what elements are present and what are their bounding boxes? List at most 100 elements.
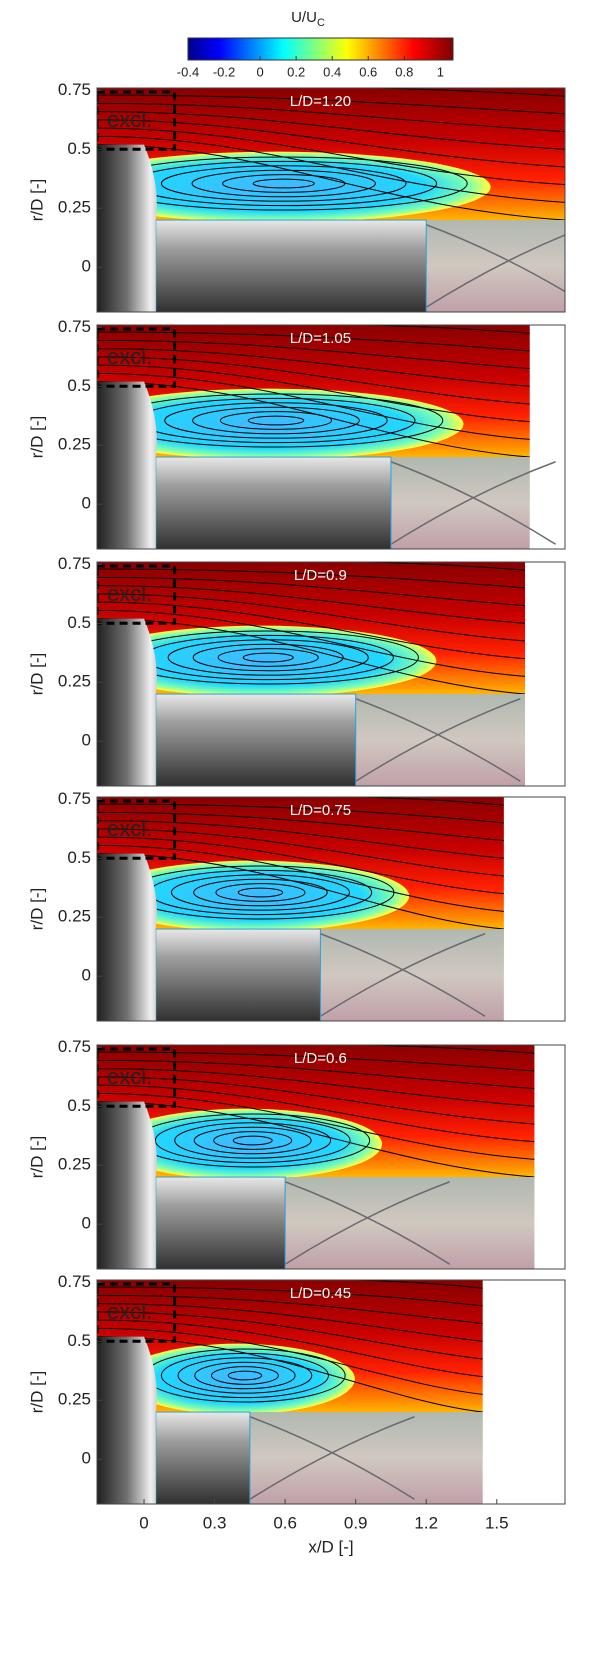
- shock-pattern: [355, 698, 521, 782]
- x-tick-label: 0: [139, 1513, 148, 1532]
- y-tick-label: 0: [82, 731, 91, 750]
- y-tick-label: 0.5: [67, 376, 91, 395]
- excluded-region: [97, 90, 177, 151]
- y-axis-label: r/D [-]: [27, 179, 46, 222]
- streamline: [97, 1059, 535, 1090]
- vortex-streamline: [164, 402, 388, 439]
- vortex-streamline: [192, 643, 344, 672]
- panel: excl.: [97, 562, 526, 786]
- y-tick-label: 0.75: [58, 80, 91, 99]
- vortex-streamline: [215, 883, 306, 902]
- streamline: [342, 325, 530, 334]
- vortex-streamline: [210, 1366, 279, 1385]
- colorbar-tick-label: 0.4: [323, 64, 341, 79]
- cylinder: [155, 928, 321, 1021]
- colorbar-tick-label: -0.4: [177, 64, 199, 79]
- colorbar: [187, 37, 454, 61]
- vortex-streamline: [174, 1122, 332, 1159]
- panel-annotation: L/D=1.05: [290, 330, 351, 347]
- shock-pattern: [249, 1416, 415, 1500]
- shock-region: [426, 220, 565, 312]
- streamline: [97, 576, 526, 607]
- cylinder-head: [97, 1336, 157, 1504]
- x-tick-label: 1.2: [414, 1513, 438, 1532]
- excl-label: excl.: [107, 581, 152, 606]
- streamline: [97, 1076, 535, 1125]
- shock-region: [390, 457, 530, 549]
- panel-annotation: L/D=1.20: [290, 93, 351, 110]
- shock-pattern: [390, 461, 556, 545]
- panel: excl.: [97, 1045, 535, 1269]
- streamline: [97, 364, 530, 423]
- streamline: [97, 1303, 483, 1342]
- panel-annotation: L/D=0.75: [290, 802, 351, 819]
- vortex-streamline: [191, 169, 376, 198]
- streamline: [97, 119, 565, 168]
- shock-pattern: [425, 224, 565, 308]
- colorbar-label: U/U: [291, 9, 317, 26]
- recirculation: [97, 625, 437, 697]
- shock-pattern: [320, 933, 486, 1017]
- panel-annotation: L/D=0.45: [290, 1285, 351, 1302]
- vortex-streamline: [192, 406, 360, 435]
- y-axis-label: r/D [-]: [27, 653, 46, 696]
- cylinder: [155, 219, 427, 312]
- streamline: [97, 1084, 535, 1143]
- streamline: [97, 601, 526, 660]
- vortex-streamline: [193, 878, 328, 907]
- vortex-streamline: [217, 648, 319, 667]
- panel: excl.: [97, 88, 565, 312]
- y-tick-label: 0: [82, 1214, 91, 1233]
- recirculation: [97, 388, 464, 460]
- streamline: [97, 811, 504, 842]
- axes-box: [96, 796, 566, 1022]
- axes-box: [96, 561, 566, 787]
- streamline: [97, 585, 526, 624]
- streamline: [97, 135, 565, 203]
- streamline: [97, 1286, 483, 1307]
- excl-label: excl.: [107, 344, 152, 369]
- y-tick-label: 0.5: [67, 848, 91, 867]
- cylinder-head: [97, 618, 157, 786]
- colorbar-tick-label: 0.6: [359, 64, 377, 79]
- streamline: [343, 1045, 535, 1054]
- streamline: [97, 331, 530, 352]
- cylinder-head: [97, 853, 157, 1021]
- streamline: [97, 1092, 535, 1160]
- streamline: [97, 593, 526, 642]
- vortex-streamline: [247, 415, 305, 426]
- cylinder-head: [97, 381, 157, 549]
- streamline: [97, 1319, 483, 1378]
- excluded-region: [97, 799, 177, 860]
- cylinder: [155, 456, 392, 549]
- excl-label: excl.: [107, 816, 152, 841]
- shock-region: [285, 1177, 535, 1269]
- streamline: [348, 88, 565, 97]
- excluded-region: [97, 564, 177, 625]
- y-tick-label: 0.25: [58, 1390, 91, 1409]
- streamline: [97, 94, 565, 115]
- streamline: [97, 1311, 483, 1360]
- x-tick-label: 0.3: [203, 1513, 227, 1532]
- y-tick-label: 0.25: [58, 435, 91, 454]
- cylinder: [155, 1176, 286, 1269]
- streamline: [97, 1068, 535, 1107]
- vortex-streamline: [232, 1135, 273, 1146]
- colorbar-tick-label: 0.8: [395, 64, 413, 79]
- y-tick-label: 0.25: [58, 907, 91, 926]
- excluded-region: [97, 1282, 177, 1343]
- streamline: [97, 568, 526, 589]
- panel: excl.: [97, 1280, 483, 1504]
- streamline: [97, 609, 526, 677]
- streamline: [97, 372, 530, 440]
- vortex-streamline: [219, 411, 333, 430]
- vortex-streamline: [227, 1370, 263, 1381]
- y-tick-label: 0.5: [67, 1331, 91, 1350]
- shock-region: [249, 1412, 483, 1504]
- vortex-streamline: [242, 652, 294, 663]
- streamline: [97, 339, 530, 370]
- streamline: [97, 127, 565, 186]
- streamline: [97, 102, 565, 133]
- vortex-streamline: [194, 1361, 296, 1390]
- streamline: [97, 111, 565, 150]
